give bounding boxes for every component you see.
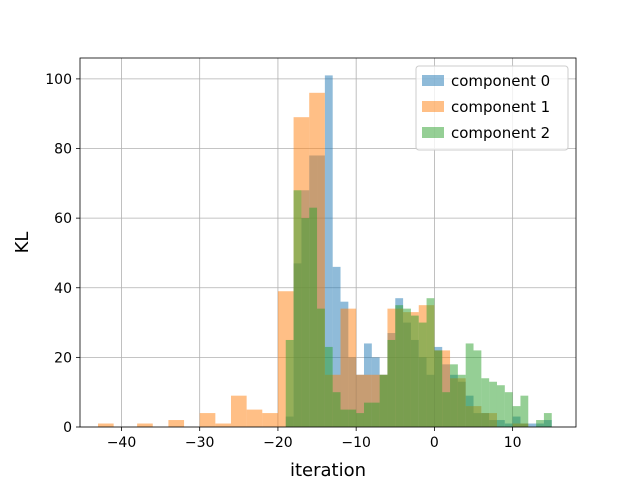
histogram-bar — [309, 207, 318, 427]
legend: component 0 component 1 component 2 — [415, 65, 569, 151]
legend-box — [415, 65, 569, 151]
x-axis-label: iteration — [290, 460, 366, 480]
histogram-bar — [317, 308, 325, 427]
x-tick-label: −10 — [341, 435, 371, 451]
histogram-bar — [97, 423, 114, 427]
histogram-bar — [426, 298, 435, 427]
x-tick-label: −30 — [185, 435, 215, 451]
histogram-bar — [536, 420, 544, 427]
legend-swatch — [422, 127, 444, 138]
histogram-bar — [473, 350, 482, 427]
histogram-bar — [520, 395, 529, 427]
x-axis-ticks: −40 −30 −20 −10 0 10 — [107, 427, 522, 451]
histogram-bar — [481, 378, 490, 427]
histogram-bar — [403, 308, 411, 427]
histogram-bar — [246, 409, 263, 427]
histogram-bar — [442, 392, 451, 427]
histogram-bar — [340, 308, 357, 427]
histogram-bar — [215, 423, 231, 427]
histogram-bar — [332, 266, 341, 427]
histogram-bar — [410, 315, 419, 427]
histogram-bar — [395, 305, 404, 427]
histogram-bar — [457, 374, 466, 427]
histogram-bar — [356, 413, 364, 427]
histogram-bar — [504, 392, 513, 427]
legend-swatch — [422, 75, 444, 86]
histogram-bar — [489, 381, 497, 427]
histogram-bar — [230, 395, 247, 427]
histogram-bar — [168, 420, 185, 427]
histogram-bar — [332, 392, 341, 427]
y-axis-label: KL — [12, 232, 33, 254]
histogram-bar — [293, 190, 302, 427]
x-tick-label: 0 — [430, 435, 439, 451]
y-tick-label: 40 — [54, 281, 72, 297]
y-tick-label: 80 — [54, 142, 72, 158]
histogram-bar — [543, 413, 552, 427]
x-tick-label: −40 — [107, 435, 137, 451]
histogram-bar — [371, 402, 380, 427]
histogram-bar — [512, 406, 521, 427]
x-tick-label: 10 — [504, 435, 522, 451]
histogram-bar — [301, 218, 310, 427]
histogram-bar — [137, 423, 153, 427]
y-axis-ticks: 0 20 40 60 80 100 — [45, 72, 80, 436]
legend-swatch — [422, 101, 444, 112]
legend-label: component 1 — [451, 98, 550, 116]
histogram-bar — [324, 75, 333, 427]
histogram-bar — [285, 339, 294, 427]
y-tick-label: 20 — [54, 350, 72, 366]
histogram-bar — [528, 423, 537, 427]
bars — [97, 75, 552, 428]
histogram-bar — [340, 409, 349, 427]
legend-label: component 2 — [451, 124, 550, 142]
plot-frame — [79, 57, 577, 428]
histogram-bar — [496, 385, 505, 427]
histogram-bar — [418, 322, 427, 427]
histogram-bar — [363, 402, 372, 427]
histogram-bar — [450, 364, 458, 427]
histogram-bar — [387, 339, 396, 427]
y-tick-label: 100 — [45, 72, 72, 88]
x-tick-label: −20 — [263, 435, 293, 451]
series-2-bars — [285, 190, 552, 427]
histogram-bar — [262, 413, 278, 427]
legend-label: component 0 — [451, 72, 550, 90]
histogram-bar — [199, 413, 216, 427]
histogram-bar — [465, 343, 474, 427]
y-tick-label: 0 — [63, 420, 72, 436]
y-tick-label: 60 — [54, 211, 72, 227]
histogram-bar — [434, 350, 443, 427]
histogram-bar — [348, 409, 357, 427]
histogram-bar — [379, 374, 388, 427]
histogram-bar — [324, 346, 333, 427]
